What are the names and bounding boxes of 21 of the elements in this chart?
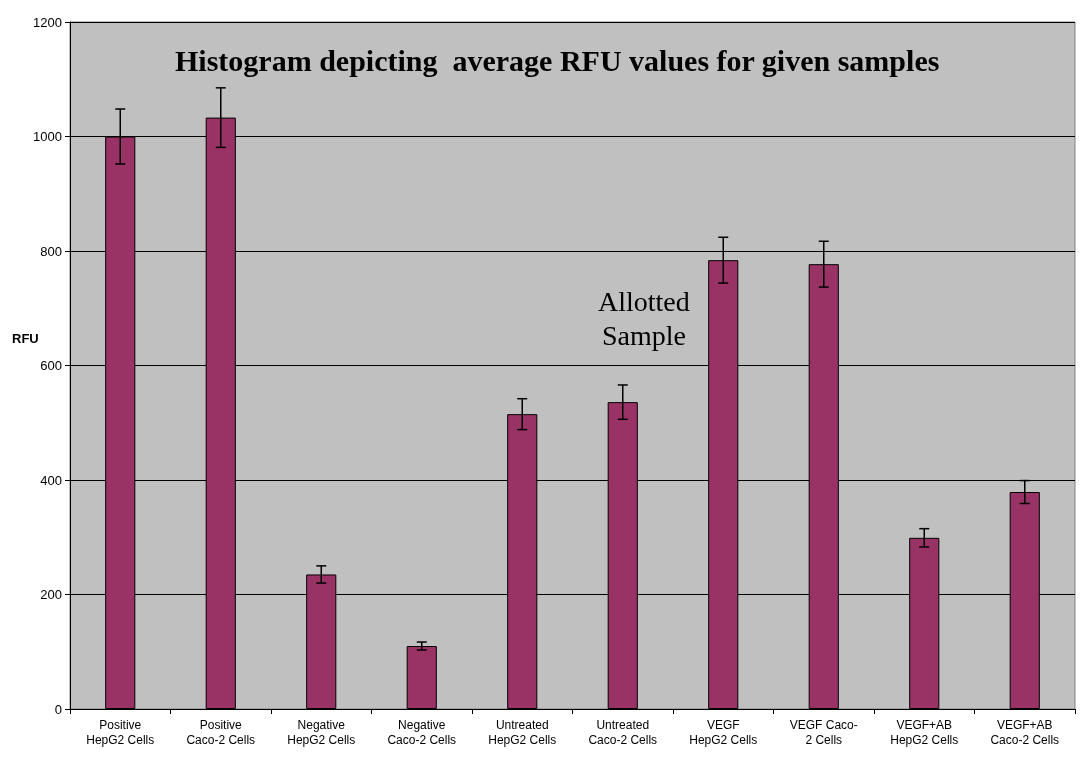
text: Histogram depicting average RFU values for given samples: [175, 43, 940, 77]
y-tick-label: 200: [40, 587, 62, 602]
x-tick-label: VEGF+AB HepG2 Cells: [890, 717, 959, 747]
x-tick-label: VEGF+AB Caco-2 Cells: [990, 717, 1060, 747]
x-tick-label: Positive HepG2 Cells: [86, 717, 155, 747]
x-tick-label: VEGF HepG2 Cells: [689, 717, 758, 747]
bar: [406, 646, 437, 709]
x-tick-label: Untreated Caco-2 Cells: [588, 717, 658, 747]
y-tick-label: 600: [40, 358, 62, 373]
annotation: Allotted Sample: [598, 285, 690, 351]
y-axis-title: RFU: [12, 331, 39, 346]
x-tick-label: Negative HepG2 Cells: [287, 717, 356, 747]
y-tick-label: 400: [40, 472, 62, 488]
y-tick-label: 1200: [33, 14, 62, 30]
x-tick-label: Negative Caco-2 Cells: [387, 717, 457, 747]
y-tick-label: 800: [40, 243, 62, 259]
x-tick-label: Untreated HepG2 Cells: [488, 717, 557, 747]
x-tick-label: Positive Caco-2 Cells: [186, 717, 256, 747]
x-tick-label: VEGF Caco- 2 Cells: [789, 717, 858, 747]
y-tick-label: 1000: [33, 129, 62, 144]
y-tick-label: 0: [54, 701, 62, 717]
